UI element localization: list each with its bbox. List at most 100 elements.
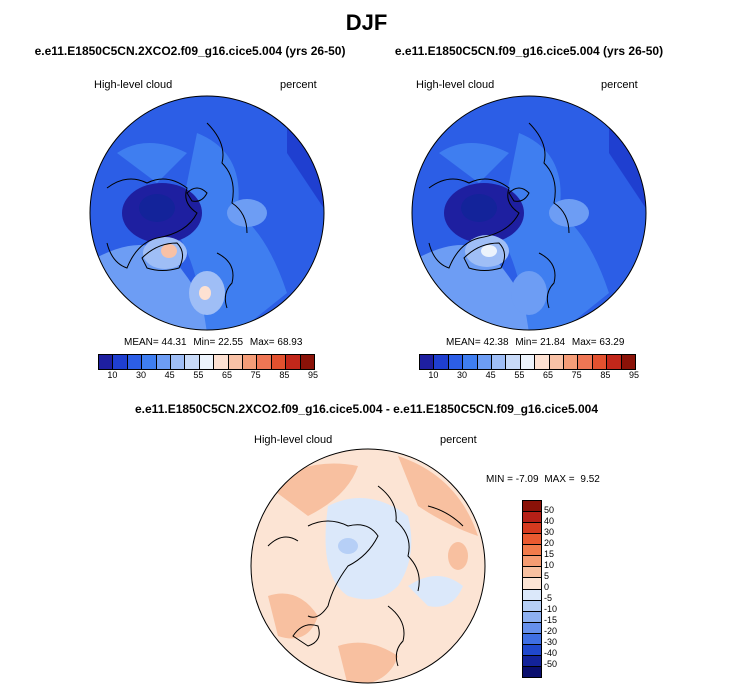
panel-1-colorbar-swatch [141, 355, 156, 369]
panel-1-colorbar-swatch [184, 355, 199, 369]
panel-1-min-label: Min= [193, 337, 216, 348]
panel-2-colorbar-swatch [476, 355, 492, 369]
panel-1-case-title: e.e11.E1850C5CN.2XCO2.f09_g16.cice5.004 … [34, 44, 346, 58]
panel-1-polar-map [89, 95, 325, 331]
diff-colorbar-swatch [523, 577, 541, 589]
diff-colorbar [522, 500, 542, 678]
panel-1-colorbar-swatch [227, 355, 243, 369]
panel-1-colorbar [98, 354, 315, 370]
panel-2-colorbar-swatch [505, 355, 520, 369]
panel-2-colorbar-tick-label: 45 [485, 370, 496, 380]
panel-1-colorbar-swatch [299, 355, 315, 369]
diff-colorbar-tick-label: -30 [544, 637, 558, 647]
panel-2-colorbar-swatch [620, 355, 636, 369]
panel-2-stats: MEAN= 42.38 Min= 21.84 Max= 63.29 [446, 337, 624, 348]
diff-colorbar-swatch [523, 555, 541, 567]
diff-colorbar-swatch [523, 511, 541, 523]
panel-2-colorbar-swatch [519, 355, 535, 369]
diff-colorbar-tick-label: -10 [544, 604, 558, 614]
panel-2-colorbar-tick-label: 75 [571, 370, 582, 380]
panel-1-mean-value: 44.31 [161, 337, 187, 348]
panel-2-max-label: Max= [571, 337, 597, 348]
panel-2-colorbar-swatch [534, 355, 549, 369]
panel-1-colorbar-swatch [256, 355, 271, 369]
diff-colorbar-swatch [523, 544, 541, 556]
panel-1-colorbar-swatch [213, 355, 228, 369]
diff-colorbar-tick-label: 30 [544, 527, 555, 537]
diff-min-label: MIN = [486, 474, 513, 485]
panel-2-colorbar-swatch [548, 355, 564, 369]
panel-2-max-value: 63.29 [599, 337, 625, 348]
panel-2-min-label: Min= [515, 337, 538, 348]
page-title: DJF [345, 10, 388, 35]
panel-1-colorbar-tick-label: 45 [164, 370, 175, 380]
diff-colorbar-swatch [523, 621, 541, 633]
panel-1-colorbar-tick-label: 55 [193, 370, 204, 380]
panel-1-colorbar-ticks: 10 30 45 55 65 75 85 95 [98, 370, 318, 382]
diff-colorbar-tick-label: 50 [544, 505, 555, 515]
panel-2-colorbar-swatch [433, 355, 448, 369]
diff-colorbar-swatch [523, 599, 541, 611]
panel-2-colorbar-swatch [462, 355, 477, 369]
panel-1-colorbar-swatch [126, 355, 142, 369]
panel-1-colorbar-tick-label: 65 [221, 370, 232, 380]
diff-colorbar-tick-label: 10 [544, 560, 555, 570]
panel-2-colorbar-tick-label: 10 [428, 370, 439, 380]
diff-colorbar-tick-label: 40 [544, 516, 555, 526]
diff-colorbar-swatch [523, 566, 541, 578]
panel-2-case-title: e.e11.E1850C5CN.f09_g16.cice5.004 (yrs 2… [394, 44, 664, 58]
panel-2-colorbar-tick-label: 30 [456, 370, 467, 380]
panel-1-colorbar-swatch [112, 355, 127, 369]
diff-colorbar-swatch [523, 533, 541, 545]
panel-2-polar-map [411, 95, 647, 331]
panel-1-colorbar-tick-label: 75 [250, 370, 261, 380]
diff-colorbar-tick-label: 20 [544, 538, 555, 548]
diff-colorbar-tick-label: 0 [544, 582, 550, 592]
panel-1-colorbar-swatch [198, 355, 214, 369]
diff-colorbar-tick-label: -15 [544, 615, 558, 625]
panel-2-colorbar-tick-label: 65 [542, 370, 553, 380]
panel-1-colorbar-tick-label: 85 [279, 370, 290, 380]
panel-1-variable-label: High-level cloud [94, 79, 173, 91]
panel-1-colorbar-swatch [99, 355, 113, 369]
panel-1-colorbar-swatch [242, 355, 257, 369]
panel-2-colorbar-tick-label: 95 [628, 370, 639, 380]
panel-2-colorbar-swatch [577, 355, 592, 369]
panel-2-variable-label: High-level cloud [416, 79, 495, 91]
panel-1-min-value: 22.55 [218, 337, 244, 348]
panel-2-colorbar-swatch [420, 355, 434, 369]
panel-1-colorbar-swatch [270, 355, 286, 369]
panel-1-colorbar-tick-label: 30 [135, 370, 146, 380]
diff-case-title: e.e11.E1850C5CN.2XCO2.f09_g16.cice5.004 … [135, 402, 598, 416]
panel-2-min-value: 21.84 [540, 337, 566, 348]
diff-max-value: 9.52 [580, 474, 600, 485]
panel-1-colorbar-tick-label: 10 [107, 370, 118, 380]
panel-1-colorbar-swatch [285, 355, 300, 369]
diff-colorbar-tick-label: 15 [544, 549, 555, 559]
panel-1-max-value: 68.93 [277, 337, 303, 348]
panel-2-colorbar-swatch [491, 355, 506, 369]
panel-1-mean-label: MEAN= [124, 337, 159, 348]
panel-2-mean-value: 42.38 [483, 337, 509, 348]
diff-colorbar-tick-label: -20 [544, 626, 558, 636]
diff-colorbar-tick-label: -40 [544, 648, 558, 658]
panel-2-colorbar-swatch [563, 355, 578, 369]
panel-1-colorbar-swatch [155, 355, 171, 369]
panel-1-colorbar-swatch [170, 355, 185, 369]
diff-colorbar-swatch [523, 610, 541, 622]
panel-1-max-label: Max= [249, 337, 275, 348]
panel-2-colorbar-swatch [591, 355, 607, 369]
panel-1-stats: MEAN= 44.31 Min= 22.55 Max= 68.93 [124, 337, 302, 348]
diff-colorbar-swatch [523, 632, 541, 644]
panel-2-colorbar-swatch [606, 355, 621, 369]
diff-units-label: percent [440, 434, 477, 446]
diff-min-value: -7.09 [515, 474, 539, 485]
diff-max-label: MAX = [544, 474, 575, 485]
diff-colorbar-tick-label: 5 [544, 571, 550, 581]
diff-colorbar-swatch [523, 501, 541, 512]
diff-colorbar-swatch [523, 643, 541, 655]
diff-colorbar-swatch [523, 522, 541, 534]
diff-colorbar-ticks: 50 40 30 20 15 10 5 0 -5 -10 -15 -20 -30 -40 -50 [544, 500, 574, 676]
panel-2-colorbar-swatch [447, 355, 463, 369]
panel-2-mean-label: MEAN= [446, 337, 481, 348]
